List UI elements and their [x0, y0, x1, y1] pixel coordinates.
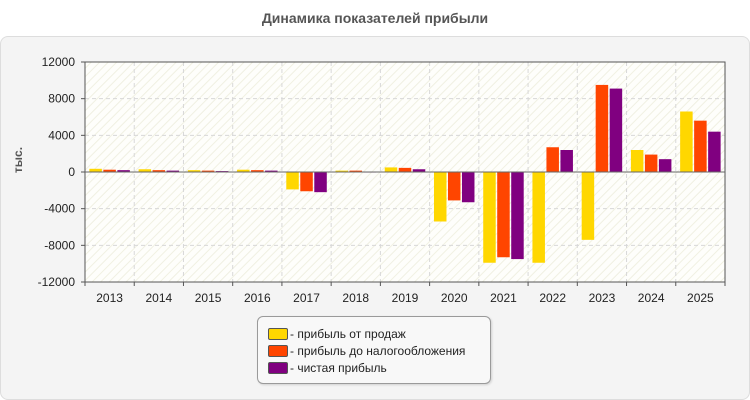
legend-item-pretax: - прибыль до налогообложения — [268, 343, 465, 359]
x-tick-label: 2022 — [539, 291, 566, 305]
bar-2019-series-2 — [412, 169, 426, 172]
bar-2016-series-2 — [265, 170, 278, 172]
y-axis-label: тыс. — [11, 147, 25, 173]
y-tick-label: -4000 — [44, 202, 75, 216]
x-tick-label: 2015 — [195, 291, 222, 305]
bar-2025-series-0 — [680, 111, 693, 172]
bar-2017-series-2 — [314, 172, 327, 193]
bar-2021-series-2 — [511, 172, 524, 260]
legend-label-pretax: - прибыль до налогообложения — [290, 343, 466, 358]
chart-title: Динамика показателей прибыли — [261, 10, 489, 26]
bar-2021-series-0 — [483, 172, 496, 263]
y-tick-label: -12000 — [38, 275, 76, 289]
bar-2023-series-1 — [595, 84, 609, 172]
legend-swatch-sales — [268, 327, 288, 340]
bar-2020-series-1 — [447, 172, 461, 201]
y-tick-label: 4000 — [48, 128, 75, 142]
y-tick-label: -8000 — [44, 238, 75, 252]
x-tick-label: 2014 — [145, 291, 172, 305]
bar-2019-series-0 — [384, 167, 398, 172]
x-tick-label: 2019 — [392, 291, 419, 305]
bar-2017-series-1 — [300, 172, 313, 192]
bar-2022-series-2 — [560, 150, 573, 172]
bar-2024-series-2 — [658, 159, 672, 172]
bar-2023-series-2 — [609, 88, 623, 172]
bar-2020-series-2 — [461, 172, 475, 203]
bar-2018-series-1 — [349, 170, 363, 172]
x-tick-label: 2018 — [342, 291, 369, 305]
bar-2014-series-0 — [138, 169, 152, 172]
legend-label-net: - чистая прибыль — [290, 360, 387, 375]
bar-2017-series-0 — [286, 172, 299, 190]
bar-2014-series-2 — [166, 170, 180, 172]
bar-2016-series-0 — [237, 169, 250, 172]
legend-label-sales: - прибыль от продаж — [290, 326, 406, 341]
y-tick-label: 0 — [68, 165, 75, 179]
legend-swatch-pretax — [268, 344, 288, 357]
bar-2021-series-1 — [497, 172, 510, 258]
x-tick-label: 2020 — [441, 291, 468, 305]
y-tick-label: 12000 — [42, 55, 76, 69]
bar-2022-series-1 — [546, 147, 559, 172]
bar-2024-series-1 — [644, 154, 658, 172]
bar-2020-series-0 — [433, 172, 447, 222]
x-tick-label: 2024 — [638, 291, 665, 305]
bar-2015-series-1 — [201, 170, 215, 172]
bar-2018-series-0 — [335, 170, 349, 172]
x-tick-label: 2025 — [687, 291, 714, 305]
y-tick-label: 8000 — [48, 92, 75, 106]
x-tick-label: 2023 — [589, 291, 616, 305]
x-tick-label: 2021 — [490, 291, 517, 305]
bar-2019-series-1 — [398, 167, 412, 172]
bar-2013-series-0 — [89, 168, 102, 172]
bar-2013-series-1 — [103, 169, 116, 172]
x-tick-label: 2017 — [293, 291, 320, 305]
legend-item-net: - чистая прибыль — [268, 360, 387, 376]
bar-2015-series-0 — [187, 170, 201, 172]
bar-2025-series-2 — [708, 131, 721, 172]
bar-2023-series-0 — [581, 172, 595, 240]
bar-2022-series-0 — [532, 172, 545, 263]
legend: - прибыль от продаж - прибыль до налогоо… — [257, 316, 491, 384]
bar-2024-series-0 — [630, 150, 644, 172]
x-tick-label: 2013 — [96, 291, 123, 305]
bar-2013-series-2 — [117, 170, 130, 172]
legend-swatch-net — [268, 361, 288, 374]
bar-2016-series-1 — [251, 170, 264, 172]
x-tick-label: 2016 — [244, 291, 271, 305]
bar-2014-series-1 — [152, 170, 166, 172]
bar-2025-series-1 — [694, 120, 707, 172]
legend-item-sales: - прибыль от продаж — [268, 326, 406, 342]
